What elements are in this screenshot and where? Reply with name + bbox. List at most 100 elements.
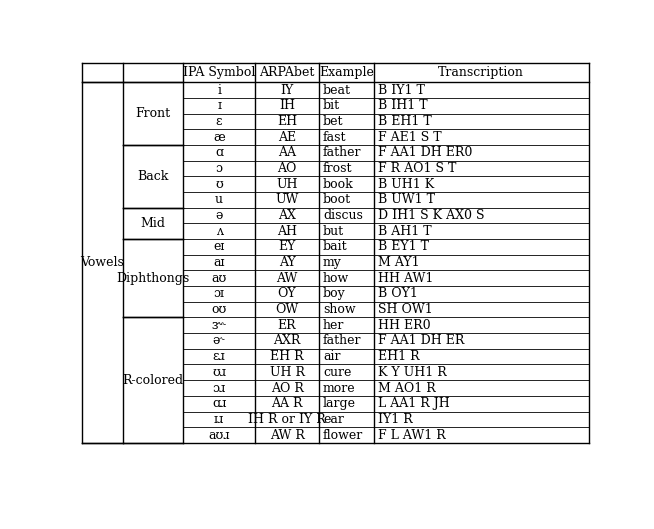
Text: aɪ: aɪ — [213, 256, 225, 269]
Text: ɪɹ: ɪɹ — [214, 413, 224, 426]
Text: show: show — [323, 303, 356, 316]
Text: M AY1: M AY1 — [378, 256, 419, 269]
Text: Vowels: Vowels — [80, 256, 124, 269]
Text: UH: UH — [276, 178, 298, 190]
Text: flower: flower — [323, 428, 363, 442]
Text: u: u — [215, 193, 223, 206]
Text: ʊ: ʊ — [215, 178, 223, 190]
Text: B UW1 T: B UW1 T — [378, 193, 435, 206]
Text: large: large — [323, 397, 356, 410]
Text: father: father — [323, 334, 362, 348]
Text: EY: EY — [279, 240, 296, 253]
Text: beat: beat — [323, 84, 351, 97]
Text: air: air — [323, 350, 341, 363]
Text: OY: OY — [278, 287, 296, 300]
Text: fast: fast — [323, 131, 347, 143]
Text: F R AO1 S T: F R AO1 S T — [378, 162, 456, 175]
Text: boy: boy — [323, 287, 346, 300]
Text: AA R: AA R — [271, 397, 303, 410]
Text: K Y UH1 R: K Y UH1 R — [378, 366, 447, 379]
Text: ɔɹ: ɔɹ — [213, 381, 226, 395]
Text: more: more — [323, 381, 356, 395]
Text: discus: discus — [323, 209, 363, 222]
Text: Diphthongs: Diphthongs — [116, 272, 190, 285]
Text: B IY1 T: B IY1 T — [378, 84, 424, 97]
Text: SH OW1: SH OW1 — [378, 303, 432, 316]
Text: ɛ: ɛ — [216, 115, 222, 128]
Text: æ: æ — [213, 131, 225, 143]
Text: EH: EH — [277, 115, 297, 128]
Text: bet: bet — [323, 115, 343, 128]
Text: bait: bait — [323, 240, 348, 253]
Text: father: father — [323, 147, 362, 159]
Text: cure: cure — [323, 366, 351, 379]
Text: oʊ: oʊ — [211, 303, 227, 316]
Text: F AE1 S T: F AE1 S T — [378, 131, 441, 143]
Text: ɔ: ɔ — [216, 162, 222, 175]
Text: Back: Back — [137, 170, 169, 183]
Text: Example: Example — [319, 66, 374, 79]
Text: AE: AE — [278, 131, 296, 143]
Text: ɝ˞: ɝ˞ — [212, 319, 226, 332]
Text: AH: AH — [277, 225, 297, 238]
Text: UW: UW — [275, 193, 299, 206]
Text: AW R: AW R — [269, 428, 305, 442]
Text: UH R: UH R — [269, 366, 305, 379]
Text: ɔɪ: ɔɪ — [214, 287, 224, 300]
Text: OW: OW — [275, 303, 299, 316]
Text: AW: AW — [277, 272, 298, 285]
Text: ə: ə — [215, 209, 223, 222]
Text: bit: bit — [323, 99, 340, 112]
Text: IH R or IY R: IH R or IY R — [248, 413, 326, 426]
Text: M AO1 R: M AO1 R — [378, 381, 436, 395]
Text: EH R: EH R — [270, 350, 304, 363]
Text: IH: IH — [279, 99, 295, 112]
Text: ear: ear — [323, 413, 344, 426]
Text: IPA Symbol: IPA Symbol — [183, 66, 255, 79]
Text: ɛɹ: ɛɹ — [213, 350, 226, 363]
Text: aʊ: aʊ — [211, 272, 227, 285]
Text: R-colored: R-colored — [123, 373, 184, 387]
Text: but: but — [323, 225, 344, 238]
Text: ɑ: ɑ — [215, 147, 223, 159]
Text: B AH1 T: B AH1 T — [378, 225, 432, 238]
Text: ɑɹ: ɑɹ — [212, 397, 226, 410]
Text: ER: ER — [278, 319, 296, 332]
Text: book: book — [323, 178, 354, 190]
Text: Front: Front — [135, 107, 171, 120]
Text: ə˞: ə˞ — [213, 334, 226, 348]
Text: AA: AA — [278, 147, 296, 159]
Text: AXR: AXR — [273, 334, 301, 348]
Text: HH AW1: HH AW1 — [378, 272, 433, 285]
Text: AY: AY — [279, 256, 296, 269]
Text: B IH1 T: B IH1 T — [378, 99, 427, 112]
Text: AO R: AO R — [271, 381, 303, 395]
Text: i: i — [217, 84, 221, 97]
Text: B UH1 K: B UH1 K — [378, 178, 434, 190]
Text: IY: IY — [281, 84, 294, 97]
Text: ʊɹ: ʊɹ — [212, 366, 226, 379]
Text: my: my — [323, 256, 342, 269]
Text: F AA1 DH ER: F AA1 DH ER — [378, 334, 464, 348]
Text: AO: AO — [277, 162, 297, 175]
Text: aʊɹ: aʊɹ — [209, 428, 230, 442]
Text: B OY1: B OY1 — [378, 287, 418, 300]
Text: D IH1 S K AX0 S: D IH1 S K AX0 S — [378, 209, 484, 222]
Text: how: how — [323, 272, 349, 285]
Text: HH ER0: HH ER0 — [378, 319, 430, 332]
Text: B EH1 T: B EH1 T — [378, 115, 432, 128]
Text: boot: boot — [323, 193, 351, 206]
Text: her: her — [323, 319, 345, 332]
Text: ɪ: ɪ — [217, 99, 221, 112]
Text: AX: AX — [278, 209, 296, 222]
Text: IY1 R: IY1 R — [378, 413, 413, 426]
Text: B EY1 T: B EY1 T — [378, 240, 429, 253]
Text: eɪ: eɪ — [213, 240, 225, 253]
Text: F AA1 DH ER0: F AA1 DH ER0 — [378, 147, 472, 159]
Text: Mid: Mid — [141, 217, 165, 230]
Text: Transcription: Transcription — [438, 66, 524, 79]
Text: frost: frost — [323, 162, 353, 175]
Text: ARPAbet: ARPAbet — [260, 66, 315, 79]
Text: ʌ: ʌ — [216, 225, 222, 238]
Text: F L AW1 R: F L AW1 R — [378, 428, 445, 442]
